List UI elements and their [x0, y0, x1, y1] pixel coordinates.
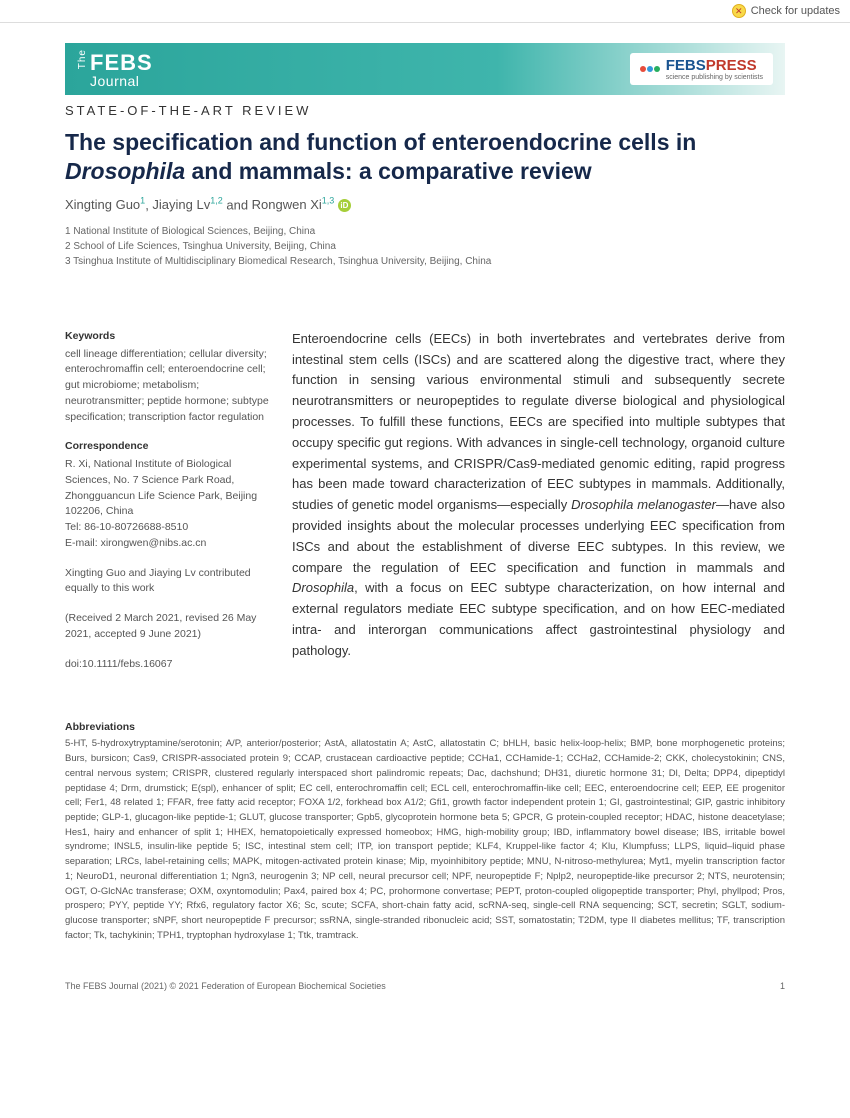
keywords-heading: Keywords — [65, 329, 270, 345]
affiliation-2: 2 School of Life Sciences, Tsinghua Univ… — [65, 239, 785, 254]
logo-the: The — [77, 49, 88, 69]
logo-journal: Journal — [90, 73, 153, 89]
doi: doi:10.1111/febs.16067 — [65, 657, 270, 673]
footer-copyright: The FEBS Journal (2021) © 2021 Federatio… — [65, 981, 386, 991]
check-updates-label: Check for updates — [751, 5, 840, 17]
correspondence-heading: Correspondence — [65, 439, 270, 455]
abbreviations-heading: Abbreviations — [65, 721, 785, 733]
main-columns: Keywords cell lineage differentiation; c… — [65, 329, 785, 687]
logo-febs: FEBS — [90, 50, 153, 75]
abbreviations-text: 5-HT, 5-hydroxytryptamine/serotonin; A/P… — [65, 737, 785, 943]
author-list: Xingting Guo1, Jiaying Lv1,2 and Rongwen… — [65, 196, 785, 212]
press-dots-icon — [640, 66, 660, 72]
abstract: Enteroendocrine cells (EECs) in both inv… — [292, 329, 785, 687]
sidebar-meta: Keywords cell lineage differentiation; c… — [65, 329, 270, 687]
abbreviations-section: Abbreviations 5-HT, 5-hydroxytryptamine/… — [65, 721, 785, 943]
check-for-updates-bar[interactable]: ✕ Check for updates — [0, 0, 850, 23]
article-title: The specification and function of entero… — [65, 128, 785, 186]
press-tagline: science publishing by scientists — [666, 74, 763, 81]
press-febs-word: FEBSPRESS — [666, 57, 757, 74]
footer-page-number: 1 — [780, 981, 785, 991]
dates-note: (Received 2 March 2021, revised 26 May 2… — [65, 611, 270, 643]
page-container: The FEBS Journal FEBSPRESS science publi… — [0, 23, 850, 1011]
keywords-text: cell lineage differentiation; cellular d… — [65, 347, 270, 426]
journal-banner: The FEBS Journal FEBSPRESS science publi… — [65, 43, 785, 95]
page-footer: The FEBS Journal (2021) © 2021 Federatio… — [65, 975, 785, 991]
author-2: Jiaying Lv1,2 — [152, 197, 222, 212]
check-updates-icon: ✕ — [732, 4, 746, 18]
author-3: Rongwen Xi1,3 — [252, 197, 335, 212]
correspondence-text: R. Xi, National Institute of Biological … — [65, 457, 270, 552]
contribution-note: Xingting Guo and Jiaying Lv contributed … — [65, 566, 270, 598]
author-1: Xingting Guo1 — [65, 197, 145, 212]
affiliation-1: 1 National Institute of Biological Scien… — [65, 224, 785, 239]
section-label: STATE-OF-THE-ART REVIEW — [65, 103, 785, 118]
affiliations: 1 National Institute of Biological Scien… — [65, 224, 785, 269]
orcid-icon[interactable]: iD — [338, 199, 351, 212]
febs-journal-logo: The FEBS Journal — [77, 49, 153, 88]
febs-press-logo: FEBSPRESS science publishing by scientis… — [630, 53, 773, 85]
affiliation-3: 3 Tsinghua Institute of Multidisciplinar… — [65, 254, 785, 269]
